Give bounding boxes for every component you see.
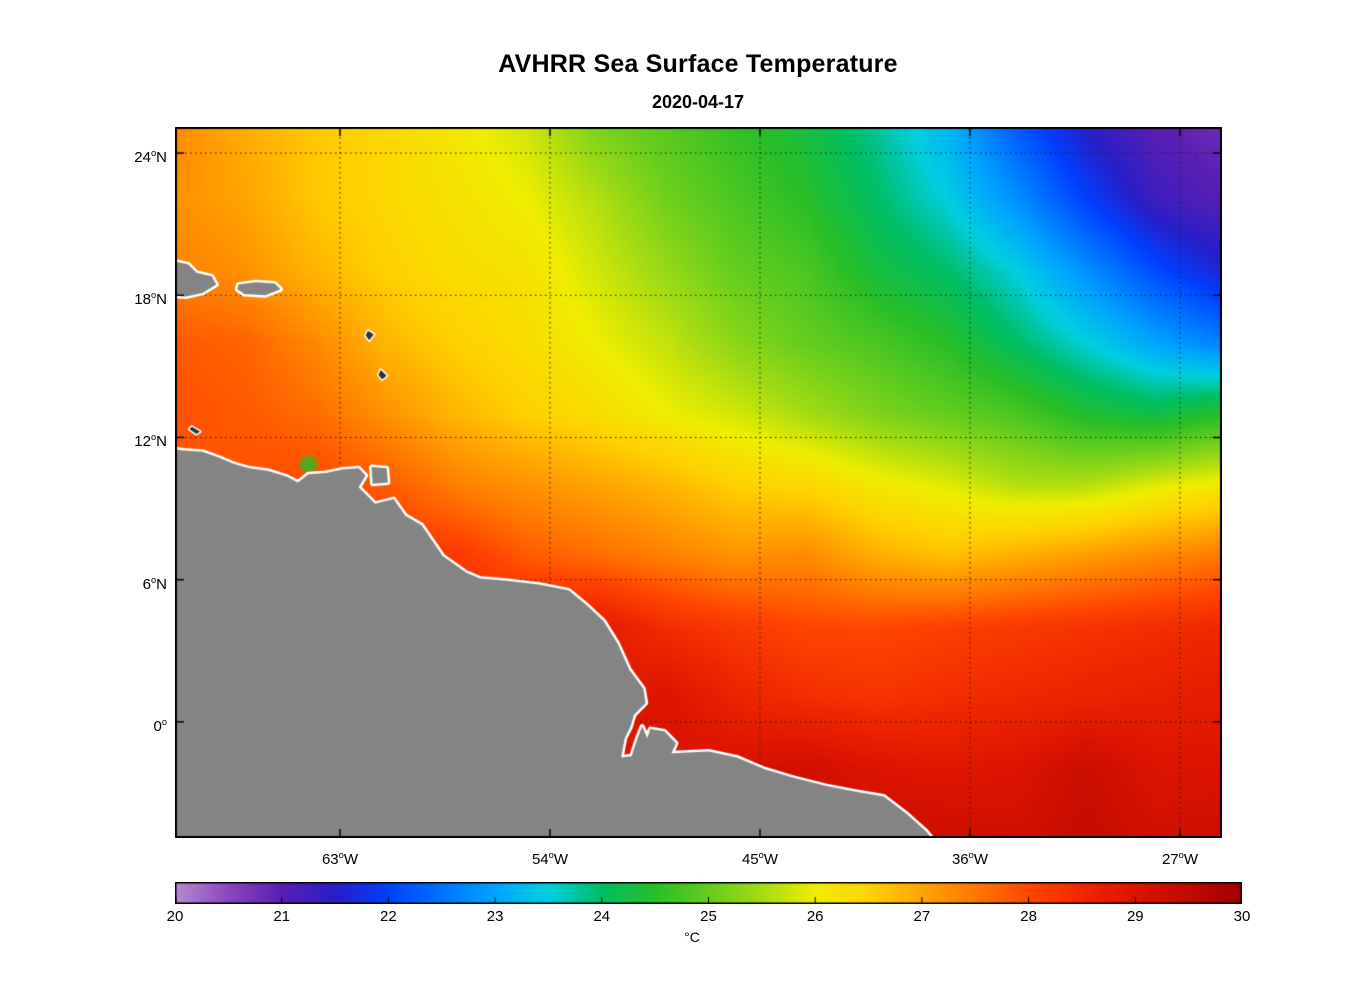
y-axis-tick-label: 18oN	[134, 290, 167, 309]
colorbar-tick-label: 29	[1126, 908, 1144, 925]
y-axis-tick-label: 24oN	[134, 148, 167, 167]
colorbar	[175, 882, 1242, 904]
colorbar-unit-label: °C	[684, 929, 700, 945]
colorbar-tick-label: 24	[593, 908, 611, 925]
x-axis-tick-label: 63oW	[321, 850, 358, 868]
colorbar-tick-label: 21	[273, 908, 291, 925]
colorbar-tick-label: 23	[486, 908, 504, 925]
chart-subtitle: 2020-04-17	[651, 92, 745, 112]
x-axis-tick-label: 54oW	[531, 850, 568, 868]
y-axis-tick-label: 6oN	[142, 574, 167, 593]
x-axis-tick-label: 27oW	[1161, 850, 1198, 868]
colorbar-tick-label: 26	[806, 908, 824, 925]
colorbar-tick-label: 20	[166, 908, 184, 925]
colorbar-tick-label: 25	[700, 908, 717, 925]
chart-title: AVHRR Sea Surface Temperature	[498, 50, 898, 78]
x-axis-tick-label: 36oW	[951, 850, 988, 868]
colorbar-tick-label: 22	[380, 908, 397, 925]
colorbar-tick-label: 30	[1233, 908, 1251, 925]
y-axis-tick-label: 0o	[153, 716, 167, 735]
colorbar-tick-label: 27	[913, 908, 931, 925]
colorbar-tick-label: 28	[1020, 908, 1037, 925]
y-axis-tick-label: 12oN	[134, 432, 167, 451]
x-axis-tick-label: 45oW	[741, 850, 778, 868]
sst-map	[175, 127, 1222, 838]
